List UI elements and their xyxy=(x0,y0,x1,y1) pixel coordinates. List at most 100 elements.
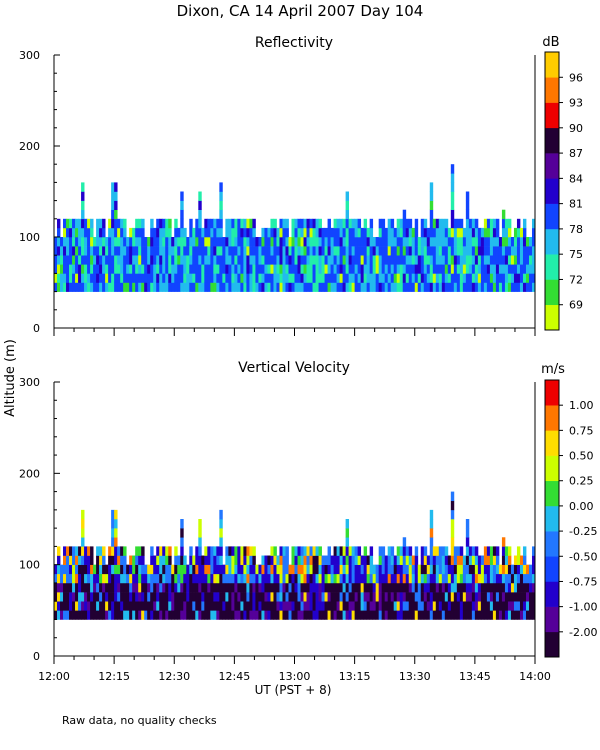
heatmap-cell xyxy=(246,582,250,593)
heatmap-cell xyxy=(381,546,386,556)
heatmap-cell xyxy=(351,573,356,584)
heatmap-cell xyxy=(81,246,85,256)
heatmap-cell xyxy=(249,564,253,575)
heatmap-cell xyxy=(459,582,464,593)
heatmap-column xyxy=(198,191,202,292)
heatmap-column xyxy=(486,546,491,620)
colorbar-label: 0.75 xyxy=(569,424,594,437)
heatmap-cell xyxy=(405,237,410,247)
heatmap-cell xyxy=(405,264,410,274)
heatmap-cell xyxy=(57,273,61,283)
heatmap-cell xyxy=(99,564,103,575)
heatmap-cell xyxy=(204,218,208,229)
heatmap-cell xyxy=(168,555,172,565)
heatmap-cell xyxy=(69,601,73,611)
heatmap-column xyxy=(399,546,404,620)
heatmap-cell xyxy=(201,237,205,247)
heatmap-cell xyxy=(405,601,410,611)
heatmap-cell xyxy=(327,237,331,247)
heatmap-cell xyxy=(444,555,449,565)
heatmap-column xyxy=(261,227,265,292)
heatmap-cell xyxy=(177,564,181,575)
heatmap-cell xyxy=(207,601,211,611)
heatmap-cell xyxy=(153,273,157,283)
heatmap-cell xyxy=(399,273,404,283)
heatmap-cell xyxy=(219,237,223,247)
heatmap-cell xyxy=(456,610,461,620)
heatmap-cell xyxy=(309,282,313,292)
heatmap-cell xyxy=(501,592,506,602)
heatmap-cell xyxy=(228,592,232,602)
heatmap-cell xyxy=(477,592,482,602)
heatmap-cell xyxy=(168,273,172,283)
colorbar-label: 69 xyxy=(569,299,583,312)
heatmap-cell xyxy=(147,610,151,620)
heatmap-cell xyxy=(390,273,395,283)
heatmap-cell xyxy=(366,592,371,602)
heatmap-cell xyxy=(474,610,479,620)
heatmap-cell xyxy=(357,546,362,556)
heatmap-cell xyxy=(411,282,416,292)
heatmap-column xyxy=(309,546,313,620)
heatmap-cell xyxy=(69,582,73,593)
heatmap-cell xyxy=(531,573,536,584)
heatmap-cell xyxy=(339,237,343,247)
heatmap-cell xyxy=(339,564,343,575)
heatmap-cell xyxy=(519,273,524,283)
heatmap-cell xyxy=(123,237,127,247)
heatmap-cell xyxy=(216,255,220,265)
heatmap-cell xyxy=(432,555,437,565)
heatmap-cell xyxy=(477,610,482,620)
heatmap-cell xyxy=(216,564,220,575)
heatmap-cell xyxy=(267,555,271,565)
heatmap-cell xyxy=(159,564,163,575)
heatmap-cell xyxy=(519,255,524,265)
heatmap-cell xyxy=(141,546,145,556)
heatmap-cell xyxy=(54,246,58,256)
heatmap-cell xyxy=(381,273,386,283)
heatmap-cell xyxy=(72,610,76,620)
heatmap-cell xyxy=(216,246,220,256)
heatmap-cell xyxy=(468,282,473,292)
heatmap-cell xyxy=(291,546,295,556)
heatmap-cell xyxy=(396,227,401,238)
heatmap-cell xyxy=(213,218,217,229)
heatmap-cell xyxy=(339,601,343,611)
heatmap-cell xyxy=(288,573,292,584)
heatmap-cell xyxy=(417,255,422,265)
heatmap-cell xyxy=(99,555,103,565)
heatmap-column xyxy=(138,546,142,620)
heatmap-cell xyxy=(141,218,145,229)
heatmap-column xyxy=(117,546,121,620)
heatmap-cell xyxy=(78,582,82,593)
heatmap-cell xyxy=(96,227,100,238)
heatmap-cell xyxy=(156,555,160,565)
heatmap-cell xyxy=(276,255,280,265)
heatmap-cell xyxy=(348,264,353,274)
heatmap-cell xyxy=(456,264,461,274)
heatmap-cell xyxy=(309,601,313,611)
heatmap-cell xyxy=(402,592,407,602)
heatmap-cell xyxy=(408,564,413,575)
heatmap-cell xyxy=(531,273,536,283)
colorbar-segment xyxy=(545,77,559,103)
heatmap-cell xyxy=(348,218,353,229)
heatmap-cell xyxy=(528,273,533,283)
heatmap-cell xyxy=(456,592,461,602)
heatmap-cell xyxy=(354,255,359,265)
heatmap-cell xyxy=(525,246,530,256)
heatmap-cell xyxy=(516,601,521,611)
heatmap-column xyxy=(333,218,337,292)
heatmap-cell xyxy=(432,573,437,584)
heatmap-cell xyxy=(450,564,455,575)
heatmap-cell xyxy=(348,573,353,584)
heatmap-cell xyxy=(108,555,112,565)
heatmap-column xyxy=(492,546,497,620)
heatmap-column xyxy=(444,546,449,620)
heatmap-cell xyxy=(501,546,506,556)
heatmap-cell xyxy=(297,546,301,556)
heatmap-cell xyxy=(219,528,223,538)
heatmap-cell xyxy=(465,592,470,602)
heatmap-cell xyxy=(465,555,470,565)
heatmap-cell xyxy=(87,582,91,593)
